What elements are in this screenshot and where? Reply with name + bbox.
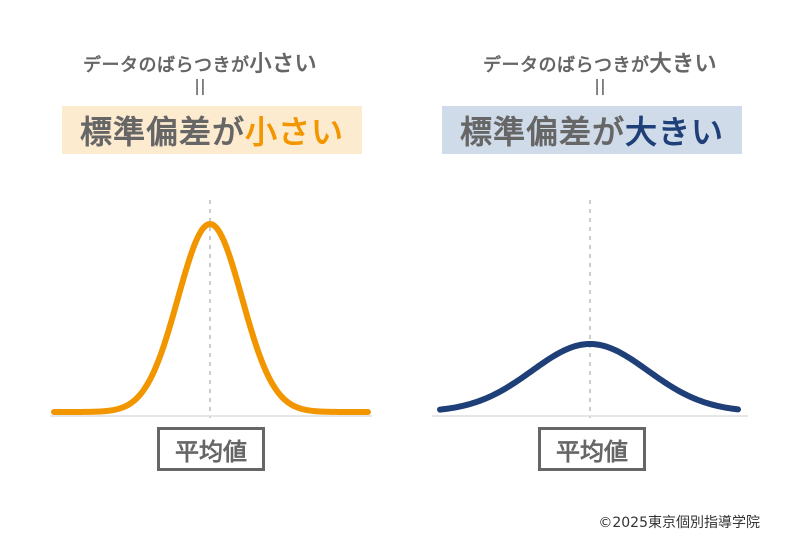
panel-large-std: データのばらつきが大きい || 標準偏差が 大きい 平均値 [400, 0, 800, 552]
caption-prefix: データのばらつきが [482, 55, 650, 76]
title-prefix: 標準偏差が [459, 113, 625, 151]
mean-label-box: 平均値 [538, 427, 646, 471]
title-emphasis: 小さい [245, 113, 345, 151]
copyright-notice: ©2025東京個別指導学院 [598, 515, 760, 531]
mean-label: 平均値 [556, 437, 628, 466]
bell-curve-narrow [51, 220, 371, 415]
equals-mark: || [594, 76, 606, 95]
caption-emphasis: 大きい [649, 52, 717, 77]
mean-label: 平均値 [175, 437, 247, 466]
caption-emphasis: 小さい [249, 52, 317, 77]
title-emphasis: 大きい [625, 113, 725, 151]
title-large-std: 標準偏差が 大きい [442, 106, 742, 154]
equals-mark: || [194, 76, 206, 95]
panel-small-std: データのばらつきが小さい || 標準偏差が 小さい 平均値 [0, 46, 400, 471]
caption-small-variation: データのばらつきが小さい [0, 46, 400, 78]
caption-prefix: データのばらつきが [82, 55, 250, 76]
bell-curve-wide [437, 340, 741, 413]
title-small-std: 標準偏差が 小さい [62, 106, 362, 154]
caption-large-variation: データのばらつきが大きい [400, 46, 800, 78]
narrow-distribution-curve [50, 200, 372, 418]
wide-distribution-curve [432, 200, 748, 418]
mean-label-box: 平均値 [157, 427, 265, 471]
title-prefix: 標準偏差が [79, 113, 245, 151]
